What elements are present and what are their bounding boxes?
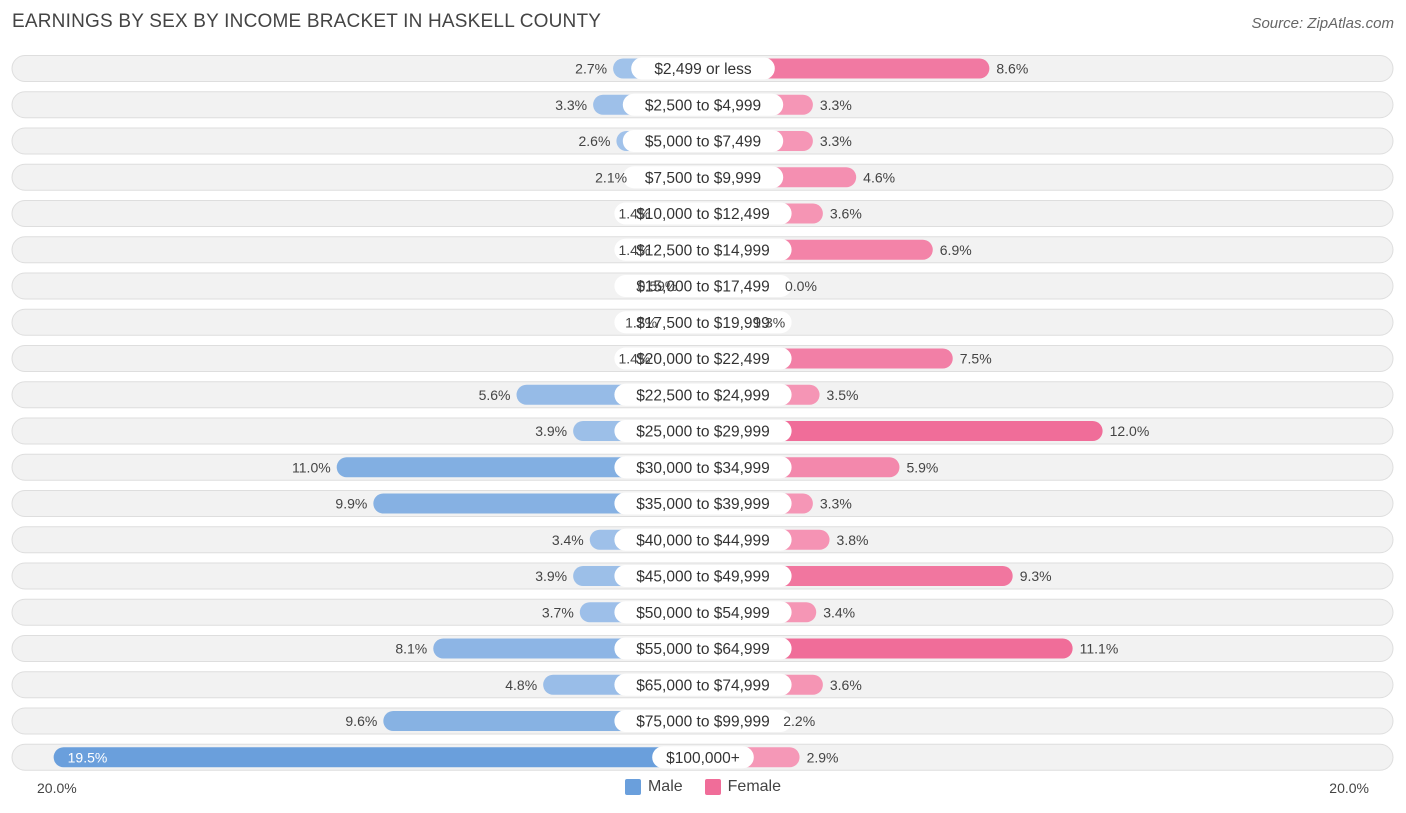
category-pill xyxy=(631,57,775,80)
male-value-label: 9.9% xyxy=(335,496,367,512)
female-value-label: 3.3% xyxy=(820,97,852,113)
female-value-label: 0.0% xyxy=(785,278,817,294)
category-label: $75,000 to $99,999 xyxy=(636,714,770,731)
female-value-label: 3.3% xyxy=(820,133,852,149)
female-value-label: 3.5% xyxy=(827,387,859,403)
category-pill xyxy=(614,601,792,624)
female-value-label: 12.0% xyxy=(1110,423,1150,439)
category-label: $45,000 to $49,999 xyxy=(636,569,770,586)
male-value-label: 5.6% xyxy=(479,387,511,403)
category-pill xyxy=(614,238,792,261)
female-value-label: 3.6% xyxy=(830,677,862,693)
category-label: $100,000+ xyxy=(666,750,740,767)
category-label: $30,000 to $34,999 xyxy=(636,460,770,477)
category-label: $65,000 to $74,999 xyxy=(636,677,770,694)
category-label: $17,500 to $19,999 xyxy=(636,315,770,332)
category-pill xyxy=(614,347,792,370)
female-value-label: 6.9% xyxy=(940,242,972,258)
category-label: $35,000 to $39,999 xyxy=(636,496,770,513)
legend-item-male: Male xyxy=(624,778,683,796)
male-value-label: 9.6% xyxy=(345,713,377,729)
female-value-label: 2.9% xyxy=(807,749,839,765)
legend-label-male: Male xyxy=(647,778,683,795)
male-value-label: 0.59% xyxy=(638,278,678,294)
male-value-label: 3.3% xyxy=(555,97,587,113)
male-value-label: 8.1% xyxy=(395,641,427,657)
female-value-label: 1.3% xyxy=(753,314,785,330)
male-bar xyxy=(53,747,713,768)
category-pill xyxy=(614,492,792,515)
category-pill xyxy=(614,528,792,551)
axis-min-label: 20.0% xyxy=(37,780,77,796)
male-value-label: 11.0% xyxy=(292,459,331,475)
chart-legend: Male Female xyxy=(0,778,1406,796)
male-value-label: 2.7% xyxy=(575,61,607,77)
legend-item-female: Female xyxy=(704,778,782,796)
category-label: $12,500 to $14,999 xyxy=(636,242,770,259)
female-value-label: 4.6% xyxy=(863,169,895,185)
male-value-label: 2.6% xyxy=(578,133,610,149)
chart-title: EARNINGS BY SEX BY INCOME BRACKET IN HAS… xyxy=(12,11,602,32)
category-pill xyxy=(614,456,792,479)
male-value-label: 1.4% xyxy=(618,242,650,258)
category-pill xyxy=(614,383,792,406)
male-value-label: 3.9% xyxy=(535,423,567,439)
legend-swatch-male xyxy=(624,779,641,795)
category-pill xyxy=(622,166,784,189)
female-value-label: 11.1% xyxy=(1080,641,1119,657)
category-label: $50,000 to $54,999 xyxy=(636,605,770,622)
female-value-label: 3.8% xyxy=(837,532,869,548)
category-label: $2,500 to $4,999 xyxy=(645,97,761,114)
female-value-label: 7.5% xyxy=(960,351,992,367)
male-value-label: 19.5% xyxy=(68,749,108,765)
category-pill xyxy=(652,746,754,769)
category-label: $20,000 to $22,499 xyxy=(636,351,770,368)
male-value-label: 4.8% xyxy=(505,677,537,693)
female-value-label: 2.2% xyxy=(783,713,815,729)
category-pill xyxy=(614,202,792,225)
category-label: $25,000 to $29,999 xyxy=(636,424,770,441)
female-bar xyxy=(693,421,1103,441)
category-label: $15,000 to $17,499 xyxy=(636,279,770,296)
male-value-label: 3.7% xyxy=(542,604,574,620)
female-value-label: 5.9% xyxy=(906,459,938,475)
category-pill xyxy=(614,673,792,696)
male-value-label: 1.2% xyxy=(625,314,657,330)
category-pill xyxy=(614,710,792,732)
female-value-label: 8.6% xyxy=(996,61,1028,77)
category-label: $2,499 or less xyxy=(654,61,752,78)
category-pill xyxy=(622,130,784,152)
legend-swatch-female xyxy=(704,779,721,795)
female-value-label: 3.3% xyxy=(820,496,852,512)
category-label: $5,000 to $7,499 xyxy=(645,134,761,151)
male-value-label: 1.4% xyxy=(618,206,650,222)
female-value-label: 3.4% xyxy=(823,604,855,620)
legend-label-female: Female xyxy=(727,778,782,795)
female-value-label: 9.3% xyxy=(1020,568,1052,584)
category-label: $10,000 to $12,499 xyxy=(636,206,770,223)
category-pill xyxy=(614,275,792,297)
male-value-label: 1.4% xyxy=(618,351,650,367)
category-label: $22,500 to $24,999 xyxy=(636,387,770,404)
male-value-label: 2.1% xyxy=(595,169,627,185)
category-pill xyxy=(614,637,792,660)
category-pill xyxy=(614,311,792,334)
male-value-label: 3.9% xyxy=(535,568,567,584)
category-label: $7,500 to $9,999 xyxy=(645,170,761,187)
category-label: $40,000 to $44,999 xyxy=(636,532,770,549)
category-label: $55,000 to $64,999 xyxy=(636,641,770,658)
male-value-label: 3.4% xyxy=(552,532,584,548)
category-pill xyxy=(614,565,792,587)
axis-max-label: 20.0% xyxy=(1329,780,1369,796)
chart-source: Source: ZipAtlas.com xyxy=(1251,15,1394,32)
category-pill xyxy=(614,420,792,442)
female-value-label: 3.6% xyxy=(830,206,862,222)
category-pill xyxy=(622,93,784,116)
